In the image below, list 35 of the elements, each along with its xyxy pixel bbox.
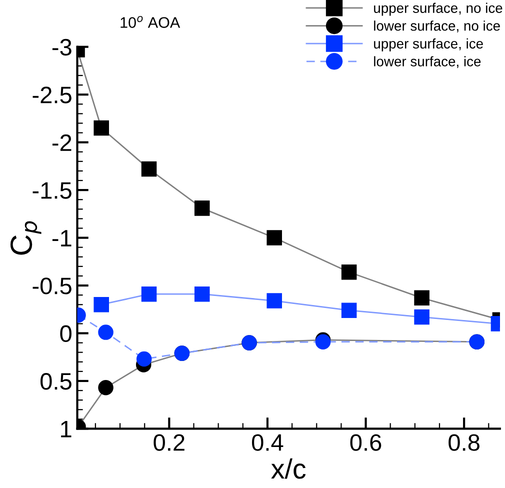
point [94, 296, 109, 312]
point [141, 161, 157, 177]
point [266, 293, 282, 308]
y-tick-label: -2 [52, 134, 72, 151]
x-tick-label: 0.8 [448, 434, 480, 451]
y-tick-label: -3 [52, 38, 72, 56]
y-tick-label: 0 [60, 325, 72, 342]
y-tick-label: -1 [52, 230, 72, 246]
x-tick-label: 0.6 [350, 434, 382, 451]
point [194, 286, 210, 302]
x-tick-label: 0.2 [154, 434, 184, 451]
x-tick-label: 0.4 [252, 434, 284, 451]
legend-label: upper surface, no ice [374, 2, 502, 16]
legend-label: upper surface, ice [374, 38, 483, 52]
point [341, 302, 357, 318]
y-tick-label: 1 [61, 421, 72, 438]
point [94, 120, 109, 136]
point [414, 290, 430, 306]
point [341, 264, 357, 280]
y-tick-label: -1.5 [32, 182, 72, 199]
point [136, 351, 152, 367]
y-tick-label: -0.5 [32, 278, 72, 294]
y-tick-label: -2.5 [32, 86, 72, 104]
x-axis-title: x/c [271, 458, 306, 479]
y-tick-label: 0.5 [40, 373, 72, 390]
chart-title: 10$^{o}$ AOA [120, 16, 180, 28]
point [141, 286, 157, 302]
point [414, 309, 430, 325]
point [98, 380, 114, 396]
y-axis-title: C$_{p}$ [10, 221, 42, 255]
legend-label: lower surface, ice [374, 56, 481, 68]
point [266, 230, 282, 246]
legend-label: lower surface, no ice [374, 20, 500, 32]
point [194, 200, 210, 216]
point [98, 324, 114, 340]
